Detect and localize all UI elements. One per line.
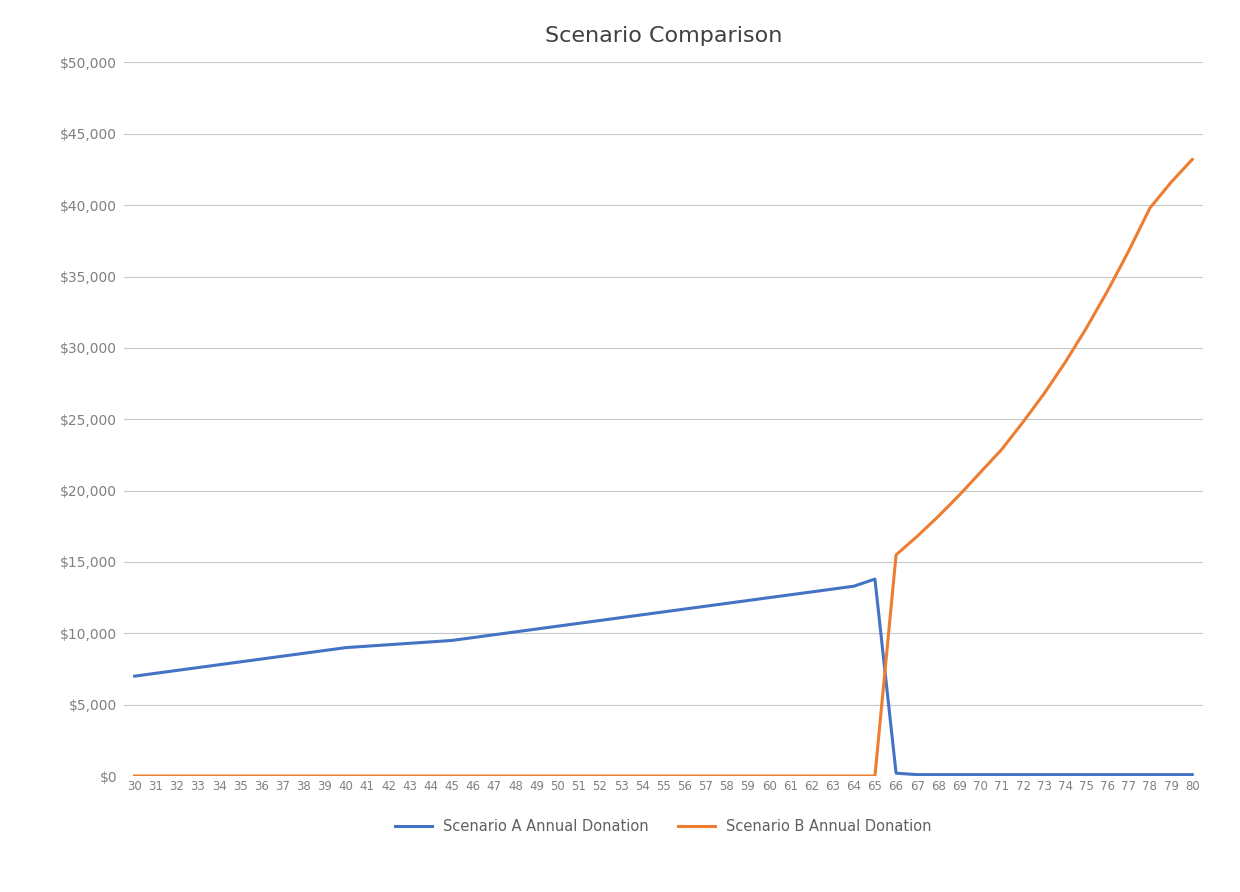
Line: Scenario B Annual Donation: Scenario B Annual Donation	[135, 160, 1192, 776]
Scenario A Annual Donation	[910, 769, 925, 780]
Scenario B Annual Donation	[128, 771, 143, 781]
Title: Scenario Comparison: Scenario Comparison	[544, 26, 782, 45]
Scenario B Annual Donation	[465, 771, 480, 781]
Scenario B Annual Donation	[444, 771, 459, 781]
Scenario B Annual Donation	[1163, 177, 1178, 187]
Scenario A Annual Donation	[931, 769, 946, 780]
Line: Scenario A Annual Donation: Scenario A Annual Donation	[135, 579, 1192, 774]
Scenario A Annual Donation	[360, 640, 374, 651]
Legend: Scenario A Annual Donation, Scenario B Annual Donation: Scenario A Annual Donation, Scenario B A…	[389, 814, 937, 840]
Scenario B Annual Donation	[825, 771, 839, 781]
Scenario B Annual Donation	[889, 549, 904, 560]
Scenario A Annual Donation	[444, 635, 459, 646]
Scenario B Annual Donation	[360, 771, 374, 781]
Scenario A Annual Donation	[1163, 769, 1178, 780]
Scenario A Annual Donation	[825, 583, 839, 594]
Scenario A Annual Donation	[868, 574, 883, 584]
Scenario A Annual Donation	[128, 671, 143, 681]
Scenario B Annual Donation	[1184, 154, 1199, 165]
Scenario A Annual Donation	[1184, 769, 1199, 780]
Scenario A Annual Donation	[465, 632, 480, 643]
